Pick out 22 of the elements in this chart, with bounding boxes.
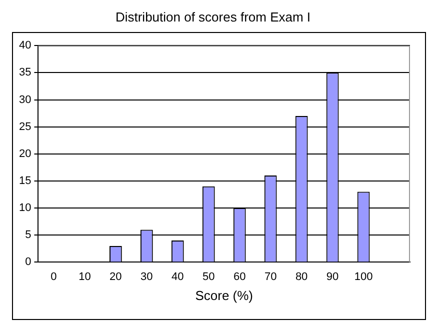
x-tick-label: 30 — [140, 270, 153, 283]
x-tick-label: 70 — [264, 270, 277, 283]
y-tick-label: 10 — [18, 202, 32, 214]
x-tick-label: 10 — [78, 270, 91, 283]
y-tick-label: 25 — [18, 120, 32, 133]
x-tick-label: 60 — [233, 270, 246, 283]
y-tick-label: 15 — [18, 175, 32, 188]
x-tick-label: 80 — [295, 270, 308, 283]
x-tick-label: 90 — [326, 270, 339, 283]
chart-title: Distribution of scores from Exam I — [115, 9, 311, 24]
y-tick-label: 5 — [25, 229, 32, 242]
y-tick-label: 40 — [18, 40, 32, 52]
y-tick-label: 30 — [18, 94, 32, 106]
y-tick-label: 35 — [18, 66, 32, 79]
x-axis-title: Score (%) — [195, 288, 254, 303]
x-tick-label: 50 — [202, 270, 215, 283]
x-tick-label: 20 — [110, 270, 122, 283]
y-tick-label: 0 — [25, 256, 32, 268]
x-tick-label: 100 — [354, 270, 373, 283]
x-tick-label: 40 — [172, 270, 184, 283]
y-tick-label: 20 — [18, 148, 32, 160]
x-tick-label: 0 — [50, 270, 57, 283]
